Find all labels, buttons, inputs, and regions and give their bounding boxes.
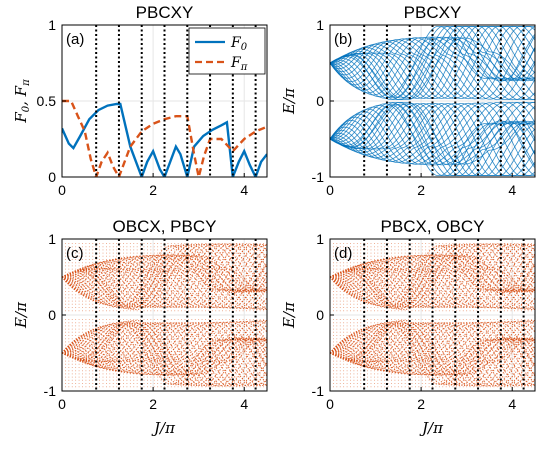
panel-c-xlabel: J/π	[151, 419, 176, 437]
energy-band-line	[330, 244, 535, 308]
y-tick-label: -1	[312, 383, 325, 399]
x-tick-label: 4	[508, 182, 516, 198]
panel-b-title: PBCXY	[404, 3, 462, 22]
x-tick-label: 0	[326, 182, 334, 198]
energy-band-line	[330, 102, 535, 169]
panel-d: PBCX, OBCY 0 2 4-101 (d) E/π J/π	[280, 217, 536, 437]
y-tick-label: -1	[44, 383, 57, 399]
energy-band-line	[62, 322, 267, 386]
panel-a: PBCXY 0 2 4 0 0.5 1 (a) F0, Fπ F0 Fπ	[12, 3, 268, 198]
y-tick-label: 1	[316, 17, 324, 33]
panel-b: PBCXY 0 2 4-101 (b) E/π	[280, 3, 536, 198]
y-tick-label: 1	[316, 231, 324, 247]
y-tick-label: 0	[48, 307, 56, 323]
panel-a-legend: F0 Fπ	[188, 27, 266, 75]
energy-band-line	[62, 321, 267, 383]
energy-band-line	[330, 254, 535, 310]
x-tick-label: 0	[58, 182, 66, 198]
x-tick-label: 0	[326, 396, 334, 412]
energy-band-line	[62, 322, 267, 386]
panel-b-ylabel: E/π	[280, 87, 298, 115]
y-tick-label: 0	[316, 307, 324, 323]
energy-band-line	[62, 254, 267, 310]
panel-a-title: PBCXY	[136, 3, 194, 22]
y-tick-label: 0	[48, 169, 56, 185]
panel-b-label: (b)	[334, 31, 352, 48]
y-tick-label: -1	[312, 169, 325, 185]
panel-c-label: (c)	[66, 245, 84, 262]
x-tick-label: 4	[240, 396, 248, 412]
panel-d-xlabel: J/π	[419, 419, 444, 437]
legend-f0-label: F0	[230, 35, 248, 53]
energy-band-line	[330, 103, 535, 176]
y-tick-label: 1	[48, 231, 56, 247]
x-tick-label: 2	[149, 182, 157, 198]
panel-a-label: (a)	[66, 31, 84, 48]
panel-d-label: (d)	[334, 245, 352, 262]
energy-band-line	[330, 321, 535, 383]
x-tick-label: 4	[508, 396, 516, 412]
y-tick-label: 1	[48, 17, 56, 33]
energy-band-line	[62, 244, 267, 308]
x-tick-label: 2	[417, 396, 425, 412]
energy-band-line	[330, 322, 535, 386]
panel-c-ylabel: E/π	[12, 301, 30, 329]
energy-band-line	[330, 103, 535, 176]
panel-d-title: PBCX, OBCY	[381, 217, 485, 236]
legend-fpi-label: Fπ	[230, 55, 248, 73]
series-fpi-line	[62, 99, 267, 177]
panel-c: OBCX, PBCY 0 2 4-101 (c) E/π J/π	[12, 217, 268, 437]
x-tick-label: 2	[417, 182, 425, 198]
energy-band-line	[62, 243, 267, 308]
y-tick-label: 0.5	[37, 93, 57, 109]
energy-band-line	[330, 243, 535, 308]
x-tick-label: 2	[149, 396, 157, 412]
y-tick-label: 0	[316, 93, 324, 109]
panel-c-title: OBCX, PBCY	[113, 217, 217, 236]
energy-band-line	[330, 322, 535, 386]
panel-d-ylabel: E/π	[280, 301, 298, 329]
x-tick-label: 4	[240, 182, 248, 198]
x-tick-label: 0	[58, 396, 66, 412]
panel-a-ylabel: F0, Fπ	[12, 79, 32, 124]
energy-band-line	[330, 103, 535, 176]
